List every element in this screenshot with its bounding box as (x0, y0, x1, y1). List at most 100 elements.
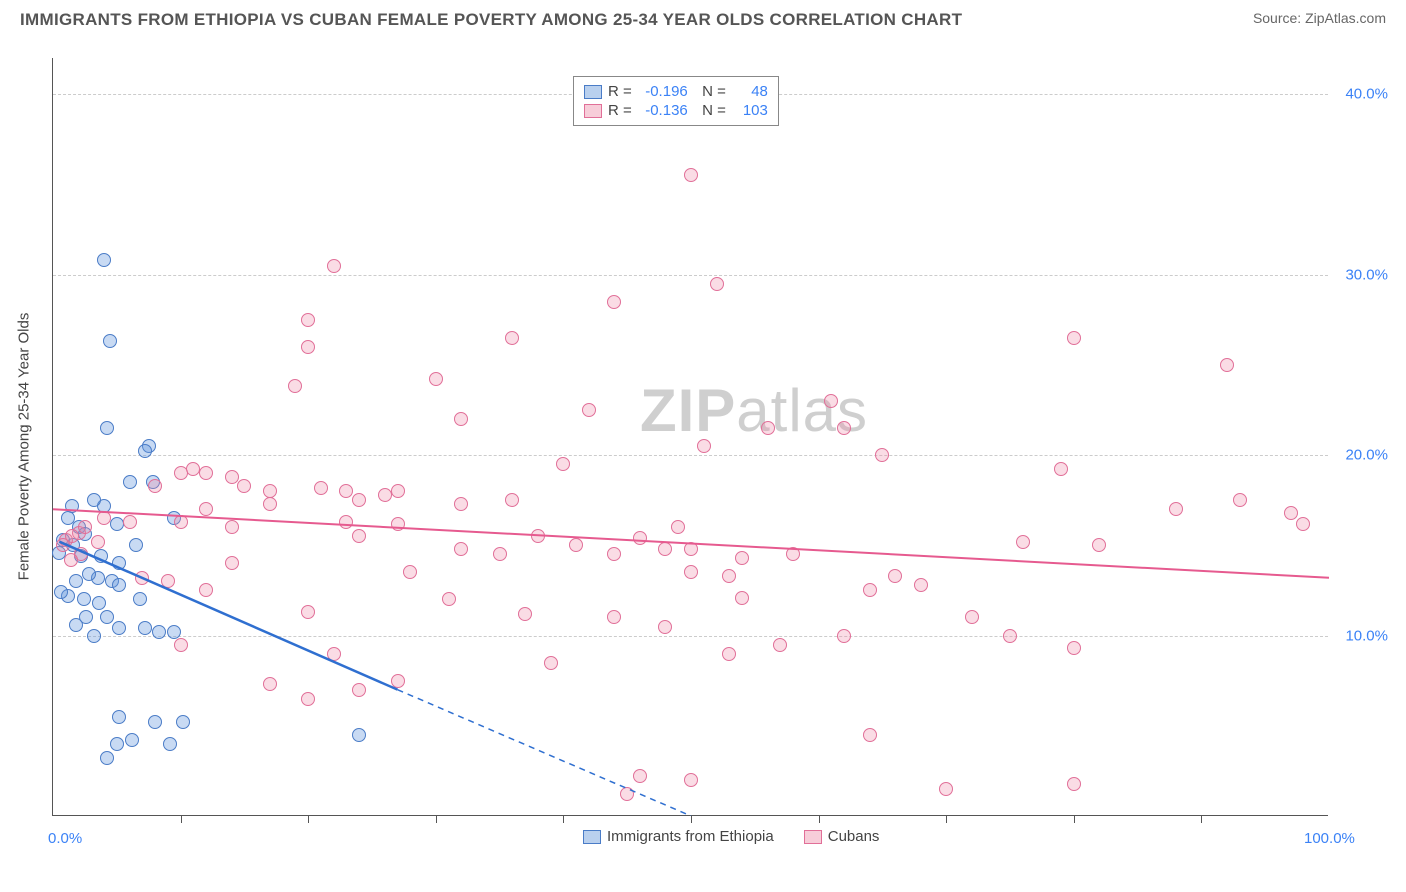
data-point (129, 538, 143, 552)
data-point (569, 538, 583, 552)
data-point (112, 710, 126, 724)
data-point (199, 583, 213, 597)
data-point (735, 591, 749, 605)
data-point (112, 578, 126, 592)
stats-r-label: R = (608, 102, 632, 119)
data-point (352, 683, 366, 697)
data-point (125, 733, 139, 747)
data-point (722, 647, 736, 661)
data-point (658, 542, 672, 556)
data-point (301, 605, 315, 619)
data-point (123, 515, 137, 529)
data-point (301, 692, 315, 706)
data-point (339, 484, 353, 498)
gridline (53, 275, 1328, 276)
xtick-label: 100.0% (1304, 830, 1355, 847)
data-point (100, 610, 114, 624)
xtick (691, 815, 692, 823)
data-point (493, 547, 507, 561)
data-point (352, 529, 366, 543)
data-point (684, 168, 698, 182)
data-point (110, 737, 124, 751)
data-point (225, 556, 239, 570)
data-point (391, 517, 405, 531)
data-point (352, 728, 366, 742)
stats-n-label: N = (694, 102, 726, 119)
data-point (78, 520, 92, 534)
data-point (112, 556, 126, 570)
data-point (97, 511, 111, 525)
data-point (684, 542, 698, 556)
data-point (148, 479, 162, 493)
data-point (403, 565, 417, 579)
data-point (1067, 331, 1081, 345)
data-point (391, 484, 405, 498)
data-point (722, 569, 736, 583)
xtick (563, 815, 564, 823)
data-point (786, 547, 800, 561)
data-point (92, 596, 106, 610)
data-point (607, 547, 621, 561)
data-point (301, 340, 315, 354)
data-point (735, 551, 749, 565)
data-point (1003, 629, 1017, 643)
chart-container: ZIPatlas 10.0%20.0%30.0%40.0%0.0%100.0%R… (0, 40, 1406, 892)
gridline (53, 455, 1328, 456)
data-point (824, 394, 838, 408)
data-point (199, 502, 213, 516)
data-point (91, 535, 105, 549)
xtick-label: 0.0% (48, 830, 82, 847)
data-point (837, 421, 851, 435)
data-point (100, 751, 114, 765)
data-point (94, 549, 108, 563)
data-point (454, 497, 468, 511)
xtick (1201, 815, 1202, 823)
legend-label: Cubans (828, 828, 880, 845)
data-point (69, 574, 83, 588)
data-point (633, 531, 647, 545)
data-point (607, 295, 621, 309)
xtick (181, 815, 182, 823)
watermark-bold: ZIP (640, 377, 736, 444)
data-point (914, 578, 928, 592)
data-point (100, 421, 114, 435)
data-point (54, 585, 68, 599)
data-point (339, 515, 353, 529)
watermark: ZIPatlas (640, 376, 868, 445)
data-point (391, 674, 405, 688)
data-point (314, 481, 328, 495)
data-point (671, 520, 685, 534)
data-point (288, 379, 302, 393)
xtick (946, 815, 947, 823)
xtick (1074, 815, 1075, 823)
data-point (505, 493, 519, 507)
data-point (1054, 462, 1068, 476)
stats-legend: R =-0.196 N =48R =-0.136 N =103 (573, 76, 779, 126)
y-axis-label: Female Poverty Among 25-34 Year Olds (16, 297, 33, 597)
data-point (176, 715, 190, 729)
data-point (684, 773, 698, 787)
data-point (1067, 777, 1081, 791)
data-point (607, 610, 621, 624)
data-point (454, 542, 468, 556)
data-point (97, 253, 111, 267)
data-point (237, 479, 251, 493)
data-point (556, 457, 570, 471)
stats-n-value: 48 (732, 83, 768, 100)
data-point (163, 737, 177, 751)
data-point (888, 569, 902, 583)
data-point (684, 565, 698, 579)
data-point (863, 728, 877, 742)
data-point (135, 571, 149, 585)
data-point (263, 497, 277, 511)
data-point (1067, 641, 1081, 655)
plot-area: ZIPatlas 10.0%20.0%30.0%40.0%0.0%100.0%R… (52, 58, 1328, 816)
chart-title: IMMIGRANTS FROM ETHIOPIA VS CUBAN FEMALE… (20, 10, 962, 30)
data-point (761, 421, 775, 435)
data-point (442, 592, 456, 606)
data-point (152, 625, 166, 639)
xtick (308, 815, 309, 823)
data-point (965, 610, 979, 624)
data-point (454, 412, 468, 426)
data-point (875, 448, 889, 462)
